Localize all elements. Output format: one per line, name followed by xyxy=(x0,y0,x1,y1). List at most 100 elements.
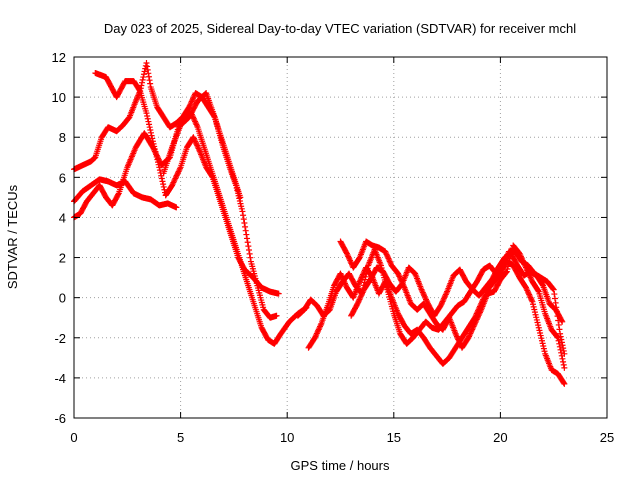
y-tick-label: -2 xyxy=(54,331,66,346)
axis-ticks xyxy=(73,56,608,419)
series-track-h xyxy=(337,238,568,371)
data-point xyxy=(550,285,557,292)
data-point xyxy=(560,361,567,368)
data-point xyxy=(158,175,165,182)
data-point xyxy=(237,200,244,207)
data-point xyxy=(146,124,153,131)
data-point xyxy=(245,246,252,253)
data-point xyxy=(146,121,153,128)
chart-title: Day 023 of 2025, Sidereal Day-to-day VTE… xyxy=(104,21,576,36)
data-point xyxy=(156,167,163,174)
data-point xyxy=(356,255,363,262)
data-point xyxy=(556,326,563,333)
data-point xyxy=(160,181,167,188)
x-tick-label: 10 xyxy=(280,430,294,445)
data-point xyxy=(247,254,254,261)
data-point xyxy=(533,314,540,321)
data-point xyxy=(364,265,371,272)
data-point xyxy=(540,345,547,352)
data-point xyxy=(115,191,122,198)
data-point xyxy=(503,269,510,276)
x-tick-label: 25 xyxy=(600,430,614,445)
data-point xyxy=(536,327,543,334)
data-point xyxy=(539,281,546,288)
data-point xyxy=(147,127,154,134)
x-axis-title: GPS time / hours xyxy=(291,458,390,473)
data-point xyxy=(505,263,512,270)
data-point xyxy=(236,195,243,202)
x-tick-label: 0 xyxy=(70,430,77,445)
data-point xyxy=(534,319,541,326)
data-point xyxy=(240,216,247,223)
y-tick-label: 2 xyxy=(59,251,66,266)
data-point xyxy=(273,312,280,319)
data-point xyxy=(172,175,179,182)
data-point xyxy=(144,63,151,70)
data-point xyxy=(170,179,177,186)
data-point xyxy=(169,182,176,189)
data-point xyxy=(242,227,249,234)
data-point xyxy=(535,287,542,294)
data-point xyxy=(173,172,180,179)
data-point xyxy=(233,184,240,191)
data-point xyxy=(558,317,565,324)
data-point xyxy=(538,337,545,344)
data-point xyxy=(554,334,561,341)
data-point xyxy=(155,155,162,162)
data-point xyxy=(504,265,511,272)
data-point xyxy=(153,151,160,158)
grid-lines xyxy=(74,57,607,418)
data-point xyxy=(559,318,566,325)
data-point xyxy=(325,307,332,314)
data-point xyxy=(560,379,567,386)
data-point xyxy=(503,268,510,275)
data-point xyxy=(550,286,557,293)
data-point xyxy=(535,322,542,329)
x-tick-label: 5 xyxy=(177,430,184,445)
data-point xyxy=(238,205,245,212)
data-point xyxy=(139,79,146,86)
data-point xyxy=(144,115,151,122)
data-point xyxy=(137,88,144,95)
data-point xyxy=(153,152,160,159)
data-point xyxy=(145,70,152,77)
series-track-e xyxy=(160,90,280,321)
data-point xyxy=(558,336,565,343)
data-point xyxy=(161,186,168,193)
data-point xyxy=(235,192,242,199)
data-point xyxy=(176,165,183,172)
plot-frame xyxy=(73,56,608,419)
data-point xyxy=(244,239,251,246)
data-point xyxy=(555,321,562,328)
y-axis-title: SDTVAR / TECUs xyxy=(5,184,20,289)
data-point xyxy=(541,348,548,355)
data-point xyxy=(275,290,282,297)
data-point xyxy=(137,85,144,92)
data-point xyxy=(145,118,152,125)
data-point xyxy=(530,303,537,310)
data-point xyxy=(531,306,538,313)
data-point xyxy=(535,324,542,331)
data-point xyxy=(552,299,559,306)
data-point xyxy=(343,249,350,256)
data-point xyxy=(561,380,568,387)
data-point xyxy=(150,145,157,152)
data-point xyxy=(140,71,147,78)
x-tick-label: 20 xyxy=(493,430,507,445)
data-point xyxy=(362,273,369,280)
data-point xyxy=(156,158,163,165)
y-tick-label: -6 xyxy=(54,411,66,426)
data-point xyxy=(560,358,567,365)
data-point xyxy=(559,355,566,362)
data-point xyxy=(242,223,249,230)
data-point xyxy=(151,147,158,154)
series-track-b xyxy=(71,88,282,297)
y-tick-label: 4 xyxy=(59,210,66,225)
data-point xyxy=(239,208,246,215)
data-point xyxy=(160,183,167,190)
y-tick-label: 12 xyxy=(52,50,66,65)
data-point xyxy=(141,68,148,75)
data-point xyxy=(152,149,159,156)
data-point xyxy=(532,311,539,318)
data-point xyxy=(171,176,178,183)
